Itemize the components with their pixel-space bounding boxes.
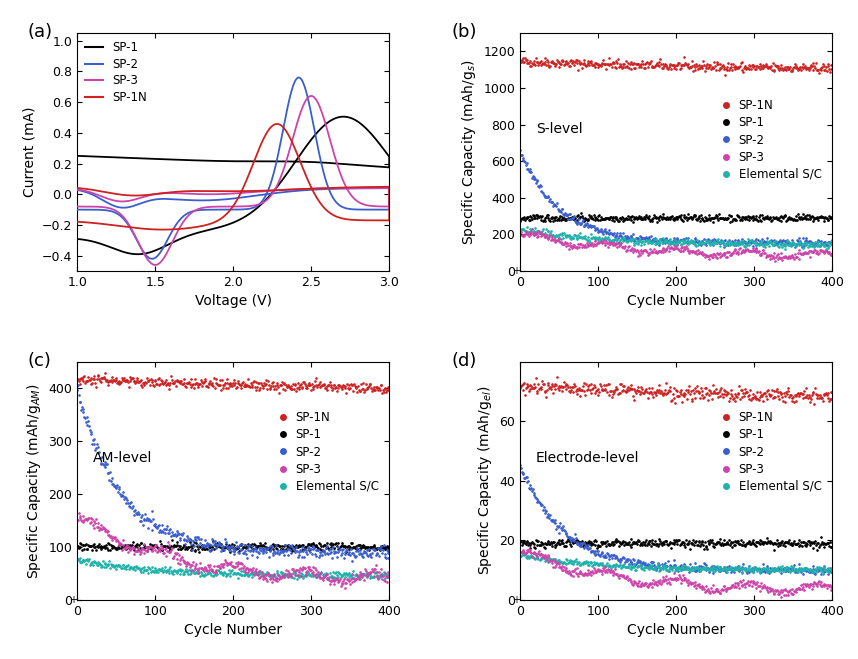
Text: +: + bbox=[512, 594, 520, 605]
Text: AM-level: AM-level bbox=[93, 451, 152, 465]
Text: (d): (d) bbox=[451, 352, 477, 370]
Text: (c): (c) bbox=[27, 352, 51, 370]
Text: S-level: S-level bbox=[536, 122, 583, 136]
Legend: SP-1N, SP-1, SP-2, SP-3, Elemental S/C: SP-1N, SP-1, SP-2, SP-3, Elemental S/C bbox=[718, 407, 826, 498]
Text: +: + bbox=[69, 594, 77, 605]
Y-axis label: Specific Capacity (mAh/g$_{AM}$): Specific Capacity (mAh/g$_{AM}$) bbox=[25, 383, 43, 579]
Text: (a): (a) bbox=[27, 24, 52, 42]
Y-axis label: Specific Capacity (mAh/g$_s$): Specific Capacity (mAh/g$_s$) bbox=[460, 59, 478, 245]
X-axis label: Cycle Number: Cycle Number bbox=[627, 295, 725, 308]
X-axis label: Voltage (V): Voltage (V) bbox=[195, 295, 272, 308]
X-axis label: Cycle Number: Cycle Number bbox=[627, 623, 725, 637]
Legend: SP-1N, SP-1, SP-2, SP-3, Elemental S/C: SP-1N, SP-1, SP-2, SP-3, Elemental S/C bbox=[275, 407, 384, 498]
Text: (b): (b) bbox=[451, 24, 477, 42]
X-axis label: Cycle Number: Cycle Number bbox=[184, 623, 282, 637]
Text: Electrode-level: Electrode-level bbox=[536, 451, 639, 465]
Text: +: + bbox=[512, 266, 520, 276]
Y-axis label: Current (mA): Current (mA) bbox=[22, 107, 36, 197]
Y-axis label: Specific Capacity (mAh/g$_{el}$): Specific Capacity (mAh/g$_{el}$) bbox=[476, 386, 494, 575]
Legend: SP-1N, SP-1, SP-2, SP-3, Elemental S/C: SP-1N, SP-1, SP-2, SP-3, Elemental S/C bbox=[718, 95, 826, 186]
Legend: SP-1, SP-2, SP-3, SP-1N: SP-1, SP-2, SP-3, SP-1N bbox=[81, 36, 152, 109]
